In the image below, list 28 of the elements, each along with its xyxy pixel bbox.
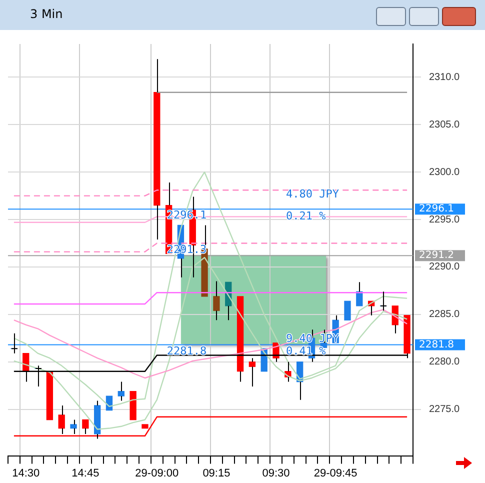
x-tick-label: 29-09:00 <box>135 467 179 480</box>
y-tick-label: 2305.0 <box>429 119 460 130</box>
candlestick <box>94 400 101 440</box>
y-tick-label: 2275.0 <box>429 404 460 416</box>
chart-title: 3 Min <box>30 7 63 21</box>
x-tick-label: 09:30 <box>262 467 290 480</box>
candlestick <box>248 358 256 388</box>
y-tick-label: 2285.0 <box>429 309 460 320</box>
candlestick <box>70 419 77 434</box>
ref-line-label: 2281.8 <box>419 339 454 350</box>
y-tick-label: 2300.0 <box>429 166 460 178</box>
ref-line-label: 2296.1 <box>419 204 454 215</box>
x-tick-label: 14:45 <box>72 467 100 480</box>
annotation: 4.80 JPY <box>286 188 340 201</box>
y-tick-label: 2295.0 <box>429 214 460 226</box>
x-tick-label: 29-09:45 <box>314 467 358 480</box>
ref-line-label: 2291.2 <box>419 250 454 262</box>
candlestick <box>213 280 220 321</box>
x-tick-label: 09:15 <box>202 467 230 480</box>
y-tick-label: 2310.0 <box>429 72 460 83</box>
candlestick <box>118 381 124 402</box>
annotation: 0.21 % <box>286 210 326 223</box>
annotation: 2296.1 <box>166 208 207 222</box>
y-tick-label: 2280.0 <box>429 356 460 368</box>
y-tick-label: 2290.0 <box>429 262 460 273</box>
candlestick <box>154 58 160 240</box>
x-tick-label: 14:30 <box>12 467 40 480</box>
annotation: 2281.8 <box>166 344 207 358</box>
